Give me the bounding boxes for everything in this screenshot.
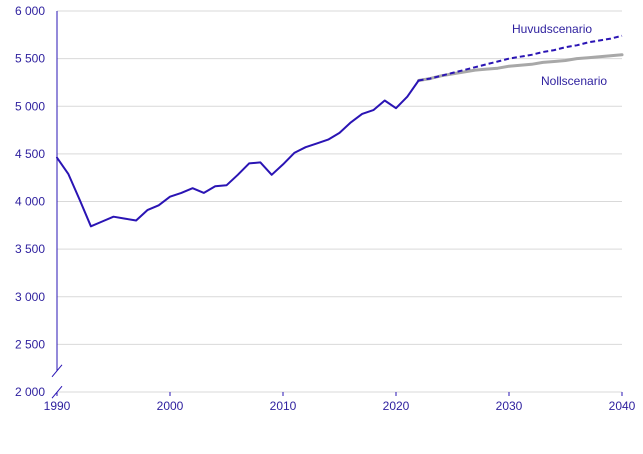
gridlines bbox=[57, 10, 622, 393]
x-tick-label: 2030 bbox=[496, 399, 523, 413]
y-tick-label: 6 000 bbox=[15, 4, 45, 18]
series-line-huvudscenario bbox=[418, 34, 623, 82]
axis-break-mark bbox=[51, 364, 63, 378]
series-line-historical bbox=[56, 79, 420, 228]
tick-labels: 2 000 2 500 3 000 3 500 4 000 4 500 5 000 5 500… bbox=[15, 4, 636, 413]
y-tick-label: 4 500 bbox=[15, 147, 45, 161]
series-label-huvudscenario: Huvudscenario bbox=[512, 22, 592, 36]
x-tick-label: 1990 bbox=[44, 399, 71, 413]
x-tick-label: 2010 bbox=[270, 399, 297, 413]
series-label-nollscenario: Nollscenario bbox=[541, 74, 607, 88]
y-tick-label: 3 500 bbox=[15, 242, 45, 256]
y-tick-label: 2 000 bbox=[15, 385, 45, 399]
y-tick-label: 5 500 bbox=[15, 52, 45, 66]
y-tick-label: 3 000 bbox=[15, 290, 45, 304]
x-tick-label: 2040 bbox=[609, 399, 636, 413]
series-lines bbox=[56, 34, 624, 228]
y-tick-label: 4 000 bbox=[15, 195, 45, 209]
x-tick-label: 2000 bbox=[157, 399, 184, 413]
y-tick-label: 2 500 bbox=[15, 337, 45, 351]
y-tick-label: 5 000 bbox=[15, 99, 45, 113]
x-tick-label: 2020 bbox=[383, 399, 410, 413]
axes bbox=[51, 11, 623, 399]
